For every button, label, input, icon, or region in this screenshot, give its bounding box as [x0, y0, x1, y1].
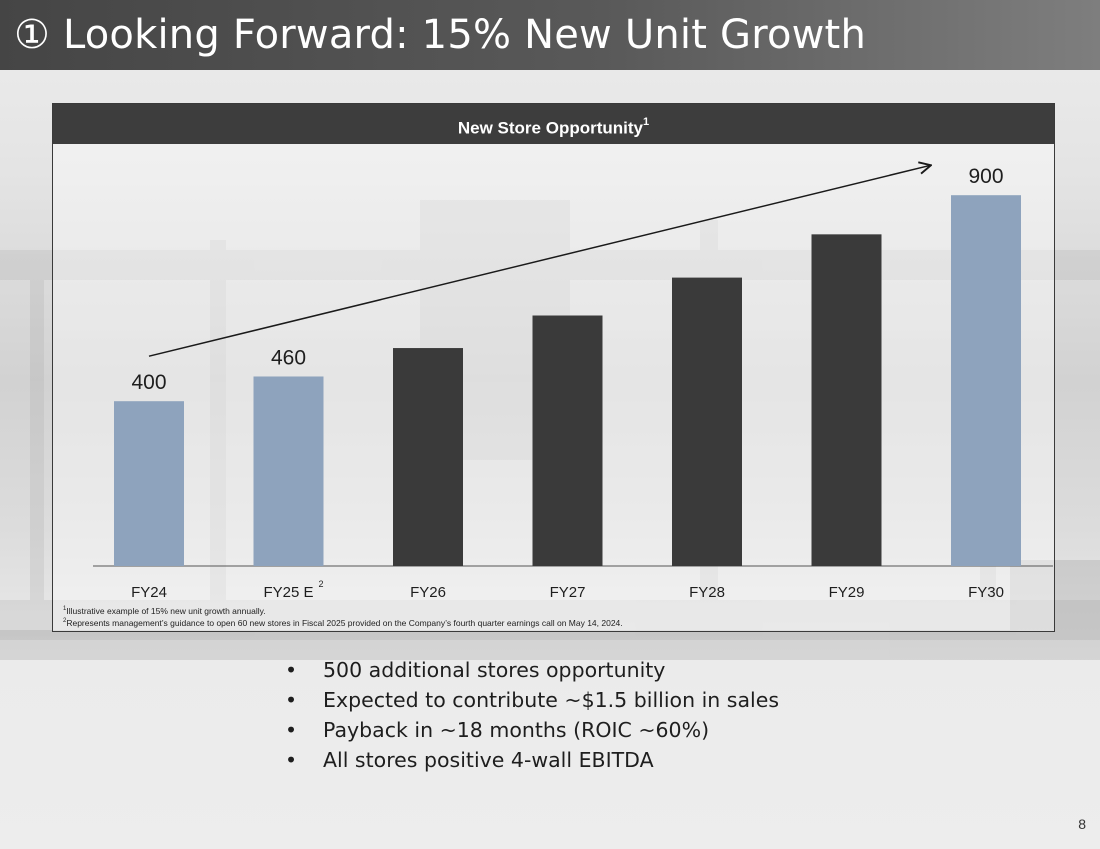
bar-fy30	[951, 195, 1021, 566]
bar-fy24	[114, 401, 184, 566]
chart-panel: New Store Opportunity1 FY24 400 FY25 E 2 460…	[52, 103, 1055, 632]
bar-fy28	[672, 277, 742, 566]
bullet-icon: •	[285, 658, 298, 682]
bar-fy26	[393, 348, 463, 566]
bar-fy25-e	[253, 376, 324, 566]
footnote-1-marker: 1	[63, 606, 67, 612]
bullet-item: • Expected to contribute ~$1.5 billion in…	[283, 685, 779, 715]
x-tick-label: FY24	[131, 584, 167, 601]
slide-title: ① Looking Forward: 15% New Unit Growth	[14, 12, 866, 58]
title-bar: ① Looking Forward: 15% New Unit Growth	[0, 0, 1100, 70]
footnote-2: 2Represents management’s guidance to ope…	[63, 616, 623, 628]
x-tick-label: FY29	[829, 584, 865, 601]
bullet-item: • Payback in ~18 months (ROIC ~60%)	[283, 715, 779, 745]
data-label: 400	[131, 371, 166, 394]
x-tick-superscript: 2	[319, 579, 324, 589]
footnote-1-text: Illustrative example of 15% new unit gro…	[66, 605, 266, 616]
chart-title: New Store Opportunity	[457, 118, 643, 138]
x-tick-label: FY26	[410, 584, 446, 601]
bullet-icon: •	[285, 718, 298, 742]
bullet-text: Expected to contribute ~$1.5 billion in …	[323, 688, 780, 712]
bullet-icon: •	[285, 688, 298, 712]
bullet-text: 500 additional stores opportunity	[323, 658, 666, 682]
x-tick-label: FY27	[550, 584, 586, 601]
x-tick-label: FY25 E	[263, 584, 313, 601]
data-label: 460	[271, 346, 306, 369]
bullet-text: Payback in ~18 months (ROIC ~60%)	[323, 718, 710, 742]
footnote-2-text: Represents management’s guidance to open…	[66, 617, 623, 628]
data-label: 900	[968, 165, 1003, 188]
bullet-icon: •	[285, 748, 298, 772]
chart-header: New Store Opportunity1	[53, 104, 1054, 144]
bullet-item: • All stores positive 4-wall EBITDA	[283, 745, 779, 775]
x-tick-label: FY28	[689, 584, 725, 601]
footnote-1: 1Illustrative example of 15% new unit gr…	[63, 604, 623, 616]
bullet-list: • 500 additional stores opportunity • Expe…	[283, 655, 779, 775]
bullet-text: All stores positive 4-wall EBITDA	[323, 748, 654, 772]
footnotes: 1Illustrative example of 15% new unit gr…	[63, 604, 623, 628]
x-tick-label: FY30	[968, 584, 1004, 601]
bar-fy29	[811, 234, 882, 566]
footnote-2-marker: 2	[63, 617, 67, 624]
bar-fy27	[532, 315, 603, 566]
bar-chart: FY24 400 FY25 E 2 460 FY26 FY27 FY28 FY29 FY30 900	[93, 144, 1053, 601]
chart-title-superscript: 1	[643, 116, 650, 128]
page-number: 8	[1078, 816, 1086, 832]
bullet-item: • 500 additional stores opportunity	[283, 655, 779, 685]
trend-arrow	[148, 165, 931, 357]
